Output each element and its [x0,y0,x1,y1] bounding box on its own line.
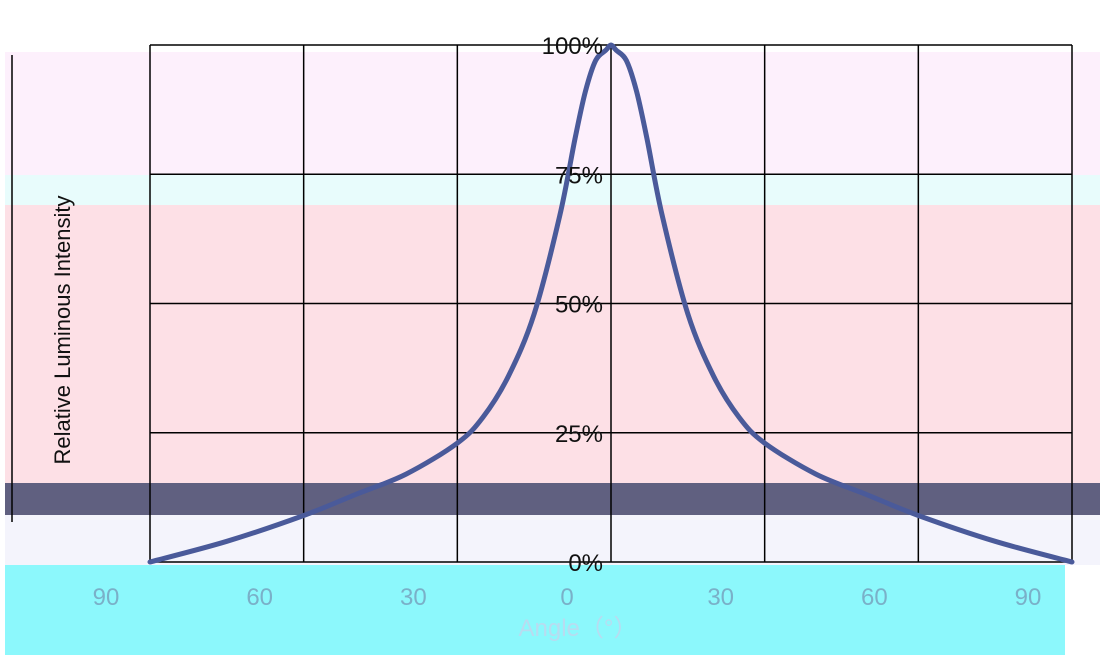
x-tick-label-0: 90 [93,584,120,611]
background-band-dark [5,483,1100,515]
x-axis-label: Angle（°） [519,615,638,642]
y-tick-label-4: 100% [542,33,603,60]
y-tick-labels: 0% 25% 50% 75% 100% [542,33,603,577]
background-band-top [5,52,1100,175]
x-tick-label-4: 30 [707,584,734,611]
grid-lines [11,44,1073,563]
y-tick-label-0: 0% [568,550,603,577]
background-band-cyan [5,565,1065,655]
x-tick-label-6: 90 [1015,584,1042,611]
series-line-0 [147,42,1075,565]
y-axis-label: Relative Luminous Intensity [50,195,75,464]
y-tick-label-1: 25% [555,421,603,448]
x-tick-label-2: 30 [400,584,427,611]
y-tick-label-3: 75% [555,162,603,189]
background-band-light-cyan [5,175,1100,205]
x-tick-labels: 90 60 30 0 30 60 90 [93,584,1042,611]
x-tick-label-3: 0 [560,584,573,611]
x-tick-label-1: 60 [246,584,273,611]
background-band-lavender [5,515,1100,565]
y-tick-label-2: 50% [555,292,603,319]
curve-group [147,42,1075,565]
x-tick-label-5: 60 [861,584,888,611]
